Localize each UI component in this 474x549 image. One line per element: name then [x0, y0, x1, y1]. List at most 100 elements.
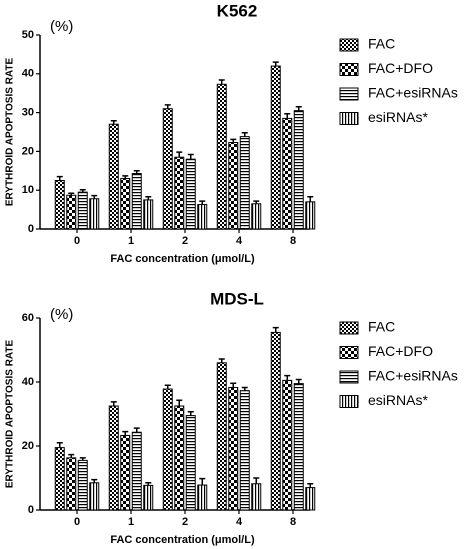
y-tick-label: 30: [22, 107, 34, 119]
chart-title: K562: [217, 1, 258, 20]
bar: [108, 405, 119, 511]
error-bar: [272, 326, 279, 333]
bar: [174, 156, 185, 230]
legend-label: FAC+DFO: [368, 343, 433, 359]
bar: [131, 173, 142, 230]
error-bar: [91, 478, 98, 483]
error-bar: [133, 170, 140, 174]
error-bar: [91, 194, 98, 199]
x-tick-label: 2: [182, 516, 188, 528]
error-bar: [176, 151, 183, 158]
bar: [54, 180, 65, 230]
legend-swatch: [339, 346, 359, 359]
error-bar: [145, 196, 152, 200]
error-bar: [295, 106, 302, 111]
x-tick-label: 0: [74, 516, 80, 528]
legend-swatch: [339, 112, 359, 125]
error-bar: [218, 79, 225, 85]
error-bar: [176, 399, 183, 406]
error-bar: [110, 401, 117, 406]
error-bar: [56, 442, 63, 448]
error-bar: [241, 132, 248, 137]
error-bar: [79, 189, 86, 193]
error-bar: [187, 411, 194, 416]
bar: [282, 379, 293, 511]
bar: [305, 201, 316, 230]
y-tick-label: 20: [22, 145, 34, 157]
bar: [108, 123, 119, 230]
legend-swatch: [339, 395, 359, 408]
error-bar: [295, 378, 302, 384]
legend-label: FAC+DFO: [368, 60, 433, 76]
bar: [185, 158, 196, 230]
legend-swatch: [339, 87, 359, 101]
error-bar: [187, 153, 194, 160]
unit-label: (%): [50, 306, 73, 323]
legend-swatch: [339, 38, 359, 52]
bar: [305, 487, 316, 511]
bar: [270, 65, 281, 230]
bar: [228, 386, 239, 511]
error-bar: [241, 386, 248, 391]
bar: [77, 459, 88, 511]
bar: [216, 362, 227, 511]
bar: [131, 431, 142, 511]
error-bar: [122, 430, 129, 436]
bar: [282, 117, 293, 230]
y-tick-label: 0: [28, 504, 34, 516]
error-bar: [272, 61, 279, 67]
x-tick-label: 4: [236, 235, 243, 247]
bar: [143, 199, 154, 230]
error-bar: [133, 427, 140, 433]
unit-label: (%): [50, 18, 73, 35]
bar: [197, 204, 208, 230]
error-bar: [79, 457, 86, 461]
error-bar: [199, 477, 206, 486]
bar: [251, 203, 262, 230]
error-bar: [230, 138, 237, 143]
x-tick-label: 1: [128, 235, 134, 247]
error-bar: [199, 200, 206, 205]
bar: [162, 108, 173, 230]
legend-swatch: [339, 63, 359, 76]
bar: [89, 482, 100, 511]
x-tick-label: 2: [182, 235, 188, 247]
error-bar: [307, 483, 314, 488]
chart-title: MDS-L: [210, 289, 264, 308]
bar: [174, 405, 185, 511]
bar: [120, 178, 131, 230]
bar: [270, 331, 281, 511]
y-tick-label: 50: [22, 29, 34, 41]
error-bar: [307, 196, 314, 202]
bar: [120, 434, 131, 511]
bar: [197, 484, 208, 511]
x-tick-label: 8: [290, 516, 296, 528]
x-axis-label: FAC concentration (μmol/L): [110, 253, 255, 265]
x-tick-label: 0: [74, 235, 80, 247]
x-tick-label: 1: [128, 516, 134, 528]
bar: [66, 457, 77, 511]
error-bar: [284, 113, 291, 119]
legend-label: FAC: [368, 319, 395, 335]
y-tick-label: 0: [28, 223, 34, 235]
x-axis-label: FAC concentration (μmol/L): [110, 534, 255, 546]
x-tick-label: 8: [290, 235, 296, 247]
error-bar: [218, 358, 225, 363]
bar: [216, 83, 227, 230]
error-bar: [110, 119, 117, 125]
error-bar: [230, 382, 237, 388]
bar: [239, 390, 250, 511]
bar: [89, 198, 100, 230]
legend-swatch: [339, 321, 359, 335]
bar: [162, 388, 173, 511]
y-tick-label: 20: [22, 440, 34, 452]
x-tick-label: 4: [236, 516, 243, 528]
y-tick-label: 40: [22, 68, 34, 80]
y-tick-label: 40: [22, 376, 34, 388]
error-bar: [122, 175, 129, 179]
legend-swatch: [339, 370, 359, 384]
error-bar: [145, 482, 152, 486]
error-bar: [284, 374, 291, 381]
y-tick-label: 60: [22, 312, 34, 324]
